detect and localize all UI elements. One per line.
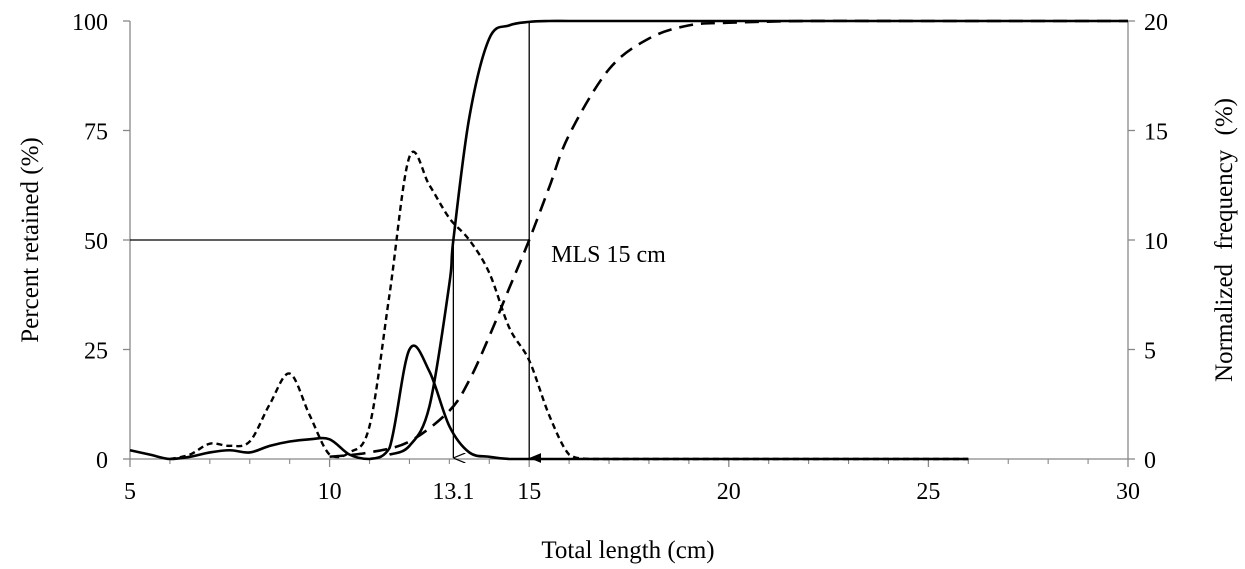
- y2-tick-label: 15: [1144, 120, 1168, 146]
- y-axis-title: Percent retained (%): [17, 137, 44, 342]
- annotations-group: MLS 15 cm: [551, 242, 666, 268]
- x-tick-label: 15: [517, 479, 541, 505]
- series-line-dotted-dash-2: [169, 150, 969, 461]
- y2-tick-label: 10: [1144, 229, 1168, 255]
- y2-tick-label: 20: [1144, 10, 1168, 36]
- y-tick-label: 50: [84, 229, 108, 255]
- x-tick-label: 30: [1116, 479, 1140, 505]
- x-tick-label: 10: [318, 479, 342, 505]
- series-group: [129, 19, 1128, 461]
- series-line-dashed-1: [329, 19, 1128, 459]
- x-axis-title: Total length (cm): [541, 537, 714, 564]
- y-tick-label: 0: [96, 448, 108, 474]
- y-tick-label: 75: [84, 120, 108, 146]
- x-tick-label: 25: [916, 479, 940, 505]
- y-tick-label: 100: [72, 10, 108, 36]
- reference-lines-group: [130, 21, 542, 463]
- y2-tick-label: 5: [1144, 339, 1156, 365]
- y2-axis-title: Normalized frequency (%): [1211, 98, 1238, 382]
- series-line-solid-bold-0: [388, 19, 1128, 456]
- x-tick-label-l50: 13.1: [432, 479, 474, 505]
- x-tick-label: 20: [717, 479, 741, 505]
- y2-tick-label: 0: [1144, 448, 1156, 474]
- mls-annotation: MLS 15 cm: [551, 242, 666, 268]
- series-line-solid-3: [129, 344, 969, 461]
- x-tick-label: 5: [124, 479, 136, 505]
- y-tick-label: 25: [84, 339, 108, 365]
